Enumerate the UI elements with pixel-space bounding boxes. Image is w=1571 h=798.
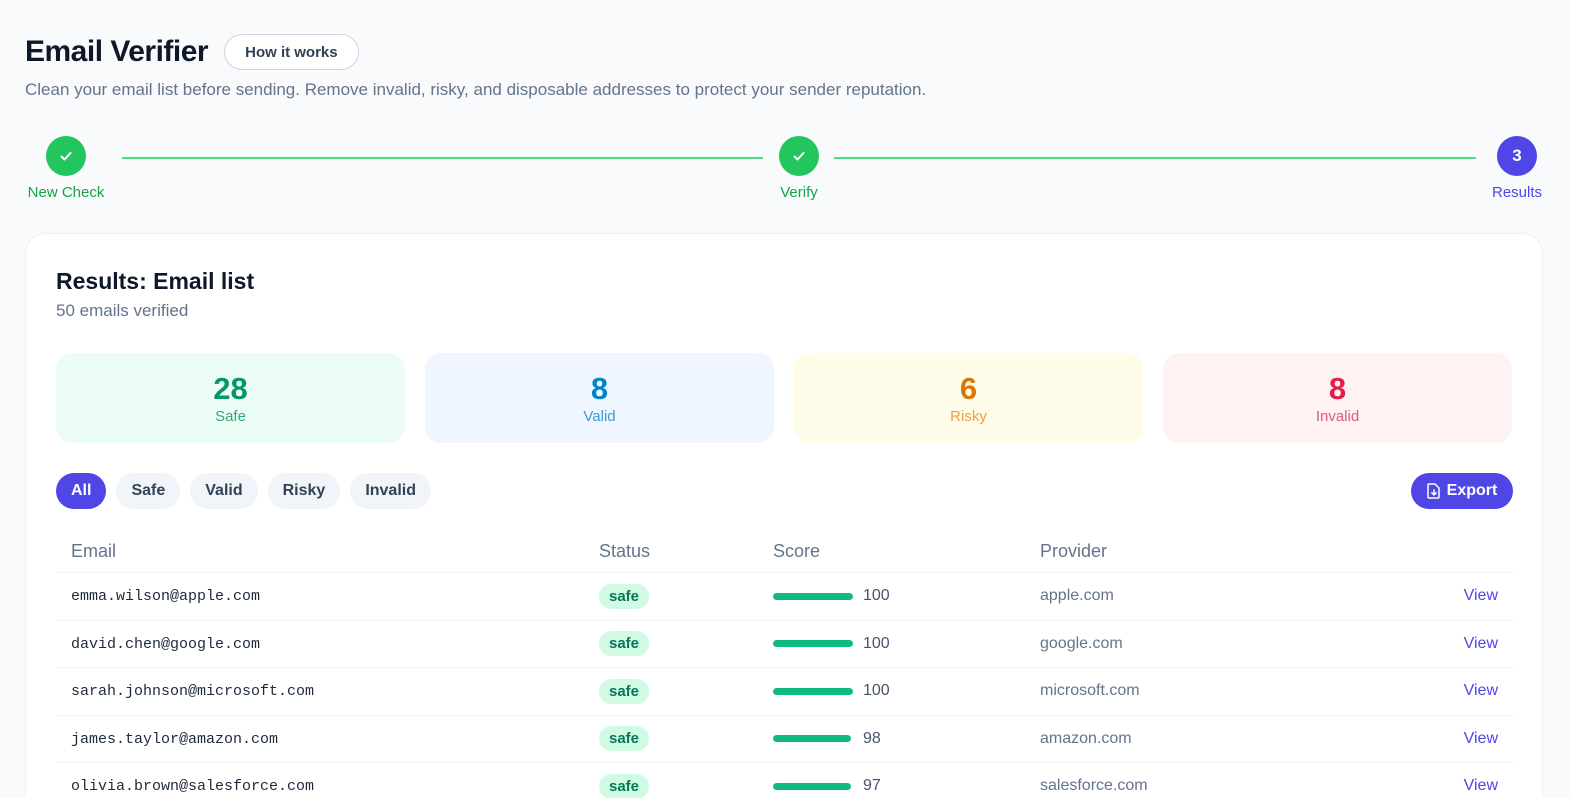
step-label: Verify bbox=[780, 184, 818, 201]
status-badge: safe bbox=[599, 726, 650, 752]
table-header: Email Status Score Provider bbox=[56, 531, 1513, 573]
file-download-icon bbox=[1426, 483, 1440, 499]
filter-risky[interactable]: Risky bbox=[267, 473, 341, 509]
column-header-score[interactable]: Score bbox=[773, 541, 821, 561]
provider: amazon.com bbox=[1040, 729, 1132, 747]
stat-value: 28 bbox=[213, 370, 248, 406]
stat-risky[interactable]: 6 Risky bbox=[794, 353, 1143, 443]
stat-value: 8 bbox=[1328, 370, 1347, 406]
page-subtitle: Clean your email list before sending. Re… bbox=[25, 80, 927, 99]
step-circle: 3 bbox=[1497, 136, 1537, 176]
results-title: Results: Email list bbox=[56, 268, 255, 294]
view-link[interactable]: View bbox=[1463, 587, 1498, 605]
stat-label: Safe bbox=[215, 407, 246, 425]
status-badge: safe bbox=[599, 678, 650, 704]
email-address: james.taylor@amazon.com bbox=[71, 730, 279, 748]
view-link[interactable]: View bbox=[1463, 682, 1498, 700]
stat-value: 6 bbox=[959, 370, 978, 406]
how-it-works-button[interactable]: How it works bbox=[224, 34, 359, 70]
table-row[interactable]: sarah.johnson@microsoft.com safe 100 mic… bbox=[56, 668, 1513, 716]
step-label: New Check bbox=[27, 184, 105, 201]
score-value: 100 bbox=[863, 682, 890, 700]
view-link[interactable]: View bbox=[1463, 777, 1498, 795]
view-link[interactable]: View bbox=[1463, 729, 1498, 747]
provider: apple.com bbox=[1040, 587, 1114, 605]
step-connector-2 bbox=[834, 157, 1476, 159]
stats-summary: 28 Safe 8 Valid 6 Risky 8 Invalid bbox=[56, 353, 1512, 443]
filter-invalid[interactable]: Invalid bbox=[350, 473, 431, 509]
results-card: Results: Email list 50 emails verified 2… bbox=[25, 233, 1543, 798]
filter-valid[interactable]: Valid bbox=[190, 473, 258, 509]
step-new-check[interactable]: New Check bbox=[25, 136, 107, 201]
progress-stepper: New Check Verify 3 Results bbox=[25, 136, 1543, 206]
email-address: david.chen@google.com bbox=[71, 635, 261, 653]
page-title: Email Verifier bbox=[25, 35, 209, 68]
table-row[interactable]: james.taylor@amazon.com safe 98 amazon.c… bbox=[56, 716, 1513, 763]
step-results[interactable]: 3 Results bbox=[1487, 136, 1547, 201]
score-value: 100 bbox=[863, 587, 890, 605]
step-connector-1 bbox=[122, 157, 763, 159]
email-address: sarah.johnson@microsoft.com bbox=[71, 683, 315, 701]
status-badge: safe bbox=[599, 773, 650, 798]
filter-tabs: All Safe Valid Risky Invalid bbox=[56, 473, 431, 509]
email-address: emma.wilson@apple.com bbox=[71, 588, 261, 606]
score-value: 100 bbox=[863, 634, 890, 652]
filter-all[interactable]: All bbox=[56, 473, 107, 509]
check-icon bbox=[793, 152, 805, 161]
column-header-email[interactable]: Email bbox=[71, 541, 117, 561]
score-bar bbox=[773, 782, 853, 790]
score-value: 98 bbox=[863, 729, 881, 747]
view-link[interactable]: View bbox=[1463, 634, 1498, 652]
export-button[interactable]: Export bbox=[1411, 473, 1513, 509]
step-circle bbox=[46, 136, 86, 176]
status-badge: safe bbox=[599, 583, 650, 609]
table-row[interactable]: david.chen@google.com safe 100 google.co… bbox=[56, 621, 1513, 668]
email-address: olivia.brown@salesforce.com bbox=[71, 778, 315, 796]
check-icon bbox=[60, 152, 72, 161]
column-header-status[interactable]: Status bbox=[599, 541, 651, 561]
step-verify[interactable]: Verify bbox=[759, 136, 839, 201]
results-table: Email Status Score Provider emma.wilson@… bbox=[56, 531, 1513, 798]
provider: salesforce.com bbox=[1040, 777, 1148, 795]
step-label: Results bbox=[1491, 184, 1543, 201]
results-subtitle: 50 emails verified bbox=[56, 301, 189, 320]
stat-invalid[interactable]: 8 Invalid bbox=[1163, 353, 1512, 443]
score-bar bbox=[773, 735, 853, 743]
stat-valid[interactable]: 8 Valid bbox=[425, 353, 774, 443]
stat-label: Risky bbox=[950, 407, 987, 425]
score-value: 97 bbox=[863, 777, 881, 795]
status-badge: safe bbox=[599, 631, 650, 657]
provider: google.com bbox=[1040, 634, 1123, 652]
stat-label: Valid bbox=[583, 407, 616, 425]
step-circle bbox=[779, 136, 819, 176]
page-header: Email Verifier How it works Clean your e… bbox=[25, 34, 926, 100]
table-row[interactable]: olivia.brown@salesforce.com safe 97 sale… bbox=[56, 763, 1513, 798]
score-bar bbox=[773, 592, 853, 600]
stat-value: 8 bbox=[590, 370, 609, 406]
column-header-provider[interactable]: Provider bbox=[1040, 541, 1108, 561]
stat-safe[interactable]: 28 Safe bbox=[56, 353, 405, 443]
table-row[interactable]: emma.wilson@apple.com safe 100 apple.com… bbox=[56, 573, 1513, 621]
filter-safe[interactable]: Safe bbox=[116, 473, 181, 509]
score-bar bbox=[773, 687, 853, 695]
score-bar bbox=[773, 640, 853, 648]
export-label: Export bbox=[1446, 482, 1498, 499]
stat-label: Invalid bbox=[1315, 407, 1360, 425]
provider: microsoft.com bbox=[1040, 682, 1140, 700]
